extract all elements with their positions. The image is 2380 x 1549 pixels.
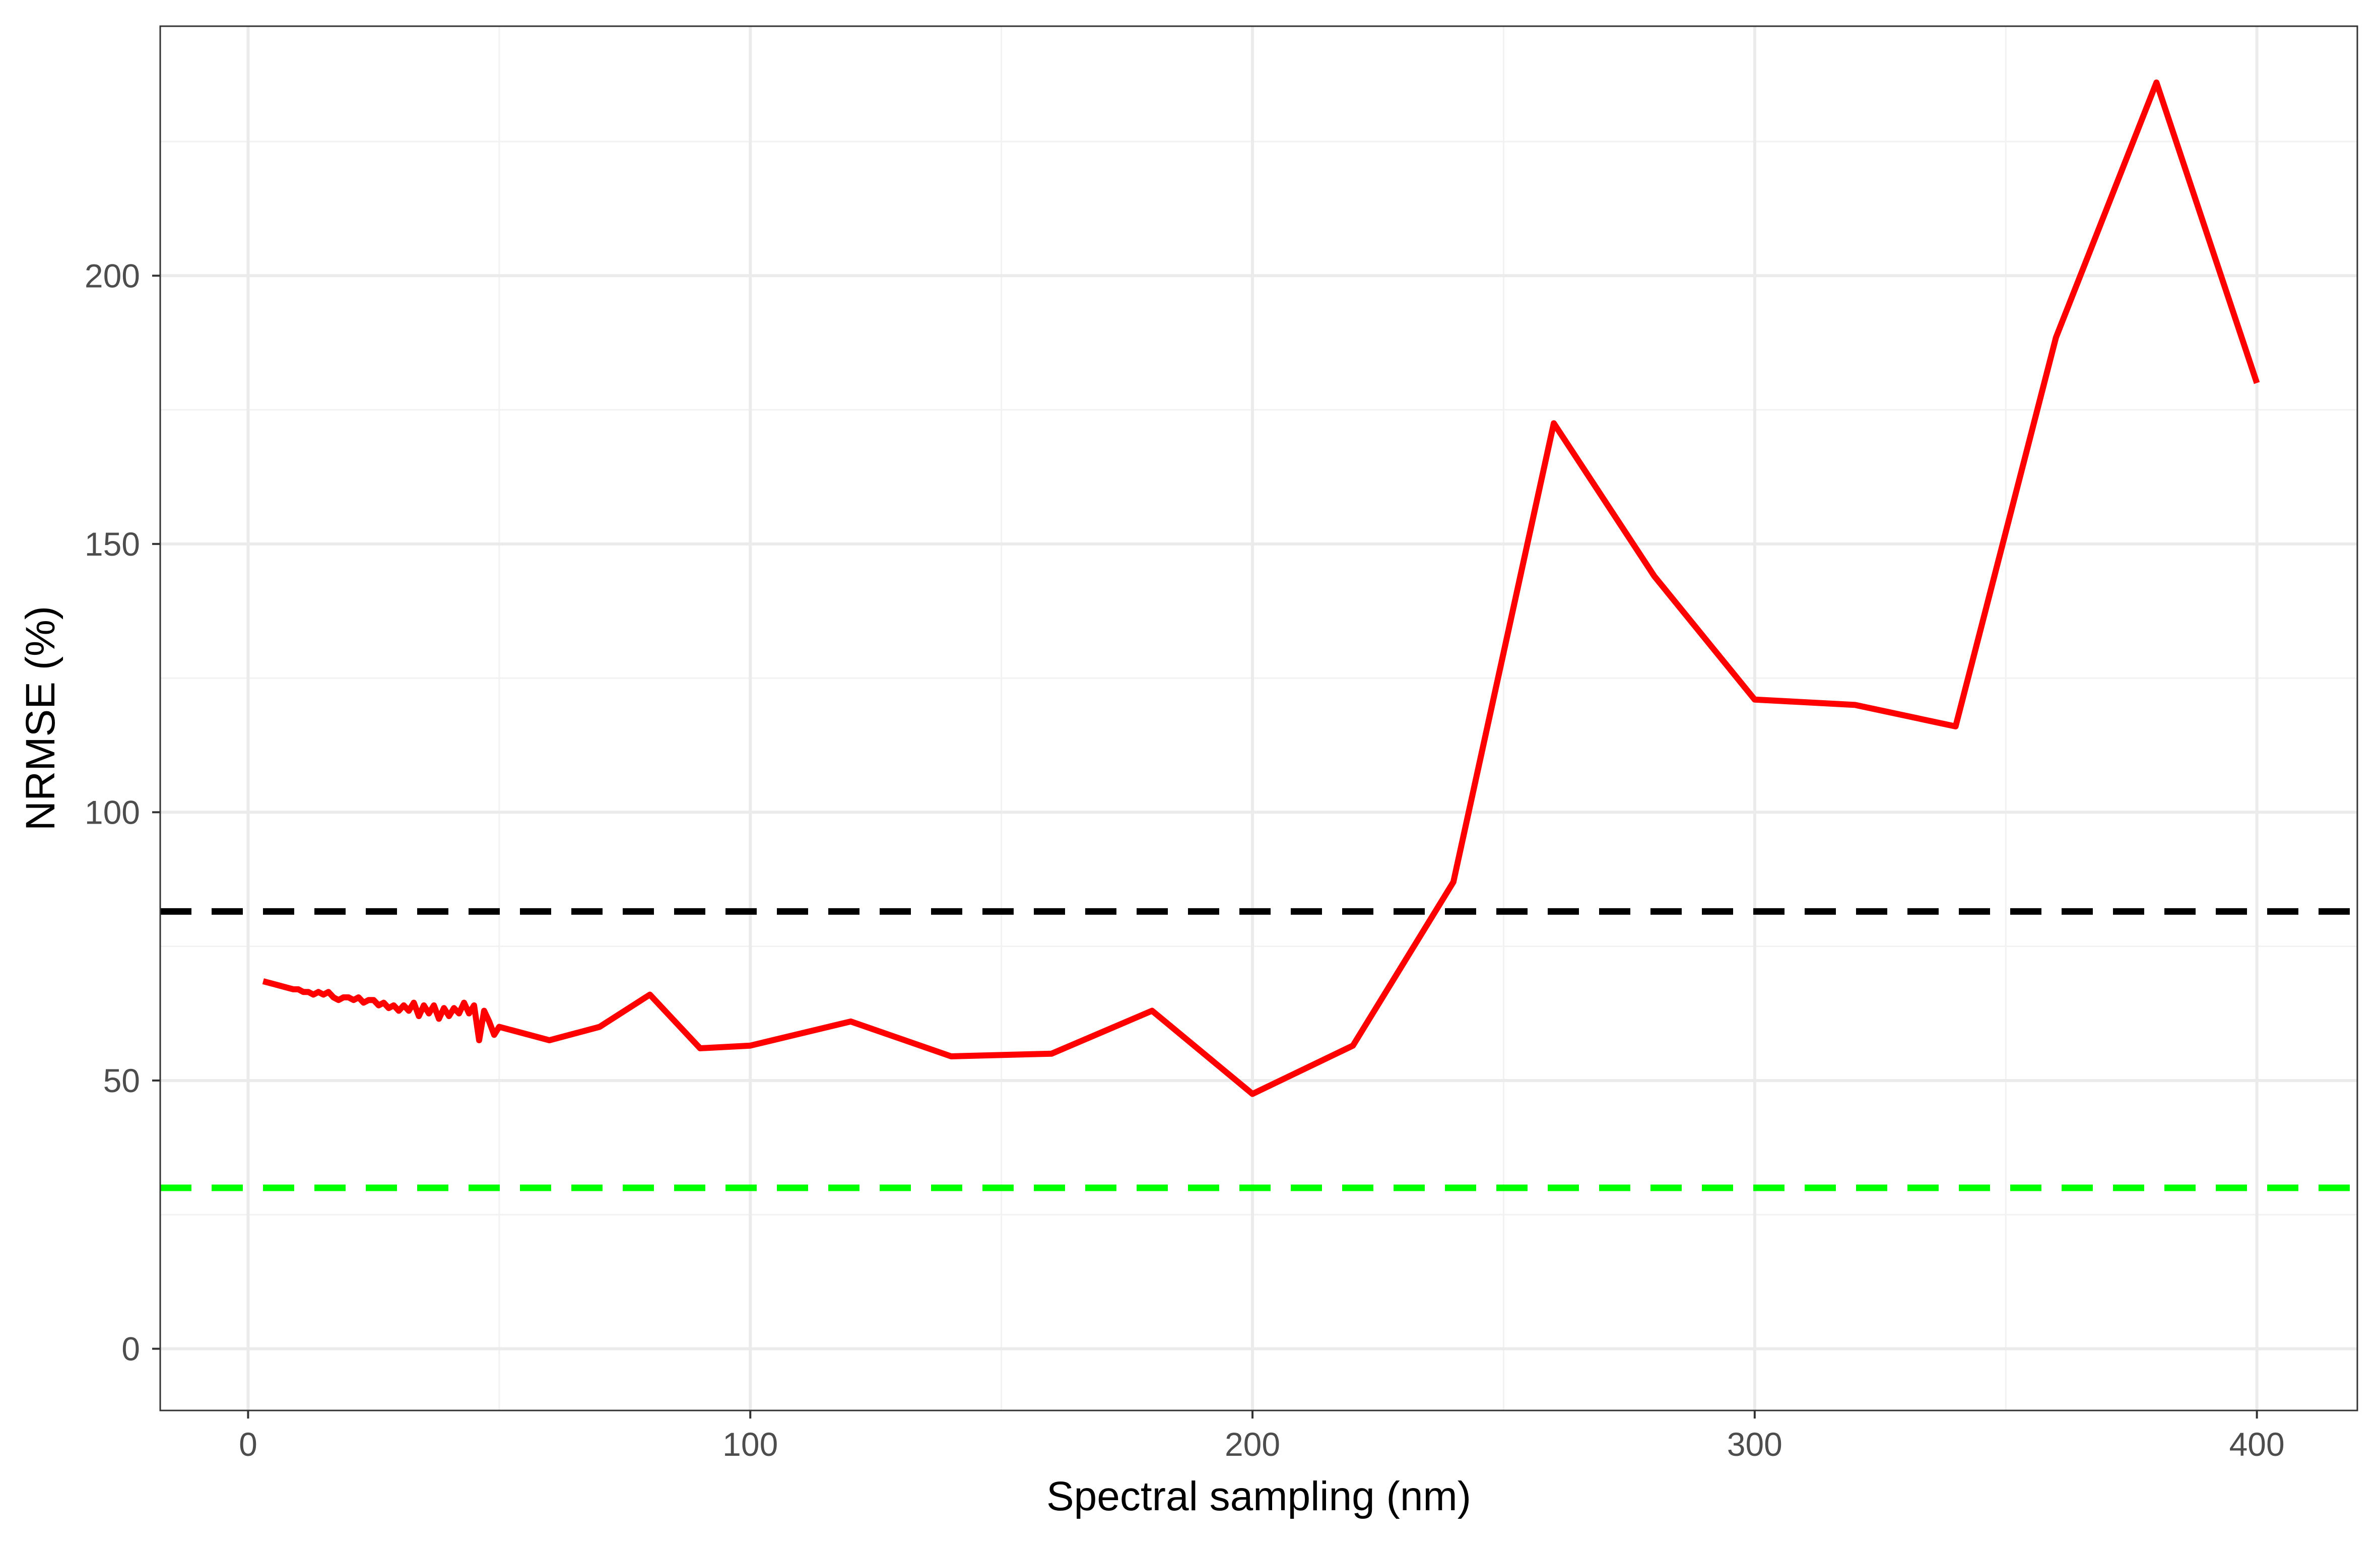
x-tick-label: 400	[2229, 1426, 2285, 1463]
x-tick-label: 100	[722, 1426, 778, 1463]
y-axis-label: NRMSE (%)	[18, 606, 63, 831]
y-tick-label: 200	[85, 257, 140, 294]
series-layer	[160, 79, 2357, 1191]
y-axis: 0 50 100 150 200	[85, 257, 160, 1368]
x-axis-label: Spectral sampling (nm)	[1046, 1473, 1471, 1519]
y-tick-label: 50	[103, 1062, 140, 1099]
minor-gridlines	[160, 26, 2357, 1410]
x-tick-label: 0	[239, 1426, 257, 1463]
y-tick-label: 0	[121, 1330, 140, 1368]
data-series-line	[262, 79, 2260, 1097]
x-axis: 0 100 200 300 400	[239, 1410, 2285, 1463]
x-tick-label: 200	[1225, 1426, 1280, 1463]
panel-border	[159, 25, 2358, 1411]
y-tick-label: 100	[85, 793, 140, 831]
x-tick-label: 300	[1727, 1426, 1782, 1463]
major-gridlines	[160, 26, 2357, 1410]
y-tick-label: 150	[85, 525, 140, 563]
